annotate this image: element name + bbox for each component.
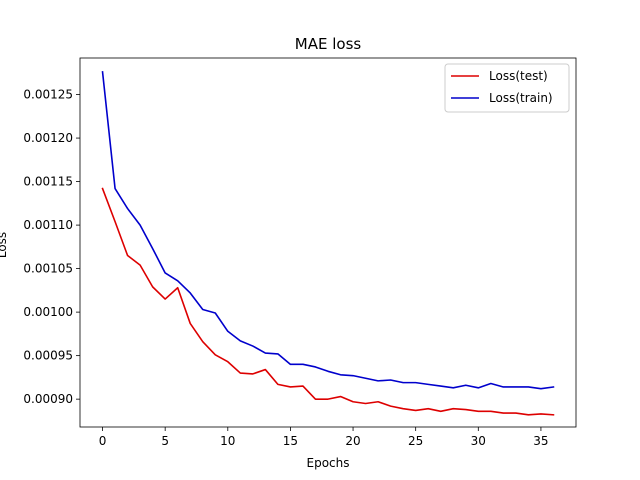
x-tick-label: 15 [283,434,298,448]
series-line-train [101,71,555,390]
y-tick-label: 0.00115 [23,175,73,189]
y-tick-label: 0.00125 [23,88,73,102]
x-tick-label: 5 [161,434,169,448]
legend-label: Loss(test) [489,69,548,83]
x-tick-label: 25 [408,434,423,448]
plot-area: 0 5 10 15 20 25 30 35 0.00090 0.00095 0.00100 0.001… [23,57,577,448]
y-tick-label: 0.00095 [23,349,73,363]
y-axis-label: Loss [0,232,9,258]
legend-label: Loss(train) [489,91,553,105]
series-line-test [101,187,555,416]
y-tick-label: 0.00105 [23,262,73,276]
y-tick-label: 0.00100 [23,305,73,319]
y-tick-label: 0.00090 [23,392,73,406]
x-tick-label: 30 [471,434,486,448]
y-tick-label: 0.00120 [23,131,73,145]
legend: Loss(test) Loss(train) [444,63,570,113]
chart-title: MAE loss [295,35,362,53]
x-tick-label: 20 [345,434,360,448]
y-tick-label: 0.00110 [23,218,73,232]
x-tick-label: 0 [99,434,107,448]
x-tick-label: 10 [220,434,235,448]
x-axis-label: Epochs [307,456,350,470]
plot-frame [79,57,577,428]
x-tick-label: 35 [533,434,548,448]
